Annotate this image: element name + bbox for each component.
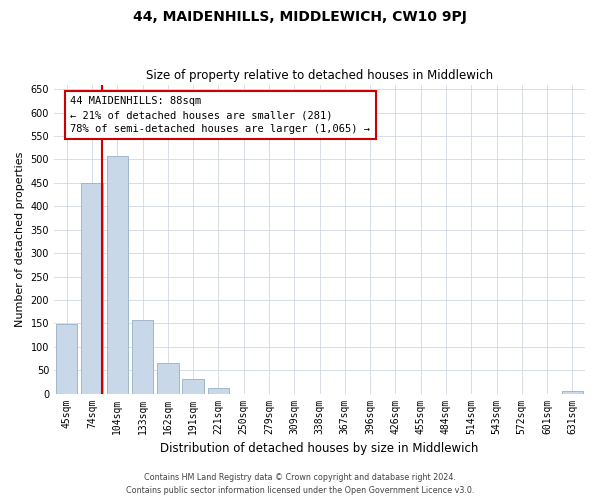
Bar xyxy=(182,379,204,394)
Text: Contains HM Land Registry data © Crown copyright and database right 2024.
Contai: Contains HM Land Registry data © Crown c… xyxy=(126,474,474,495)
Bar xyxy=(56,324,77,394)
Text: 44, MAIDENHILLS, MIDDLEWICH, CW10 9PJ: 44, MAIDENHILLS, MIDDLEWICH, CW10 9PJ xyxy=(133,10,467,24)
Title: Size of property relative to detached houses in Middlewich: Size of property relative to detached ho… xyxy=(146,69,493,82)
X-axis label: Distribution of detached houses by size in Middlewich: Distribution of detached houses by size … xyxy=(160,442,479,455)
Bar xyxy=(562,391,583,394)
Bar xyxy=(208,388,229,394)
Y-axis label: Number of detached properties: Number of detached properties xyxy=(15,152,25,326)
Bar xyxy=(157,363,179,394)
Bar xyxy=(107,156,128,394)
Text: 44 MAIDENHILLS: 88sqm
← 21% of detached houses are smaller (281)
78% of semi-det: 44 MAIDENHILLS: 88sqm ← 21% of detached … xyxy=(70,96,370,134)
Bar xyxy=(81,183,103,394)
Bar xyxy=(132,320,153,394)
